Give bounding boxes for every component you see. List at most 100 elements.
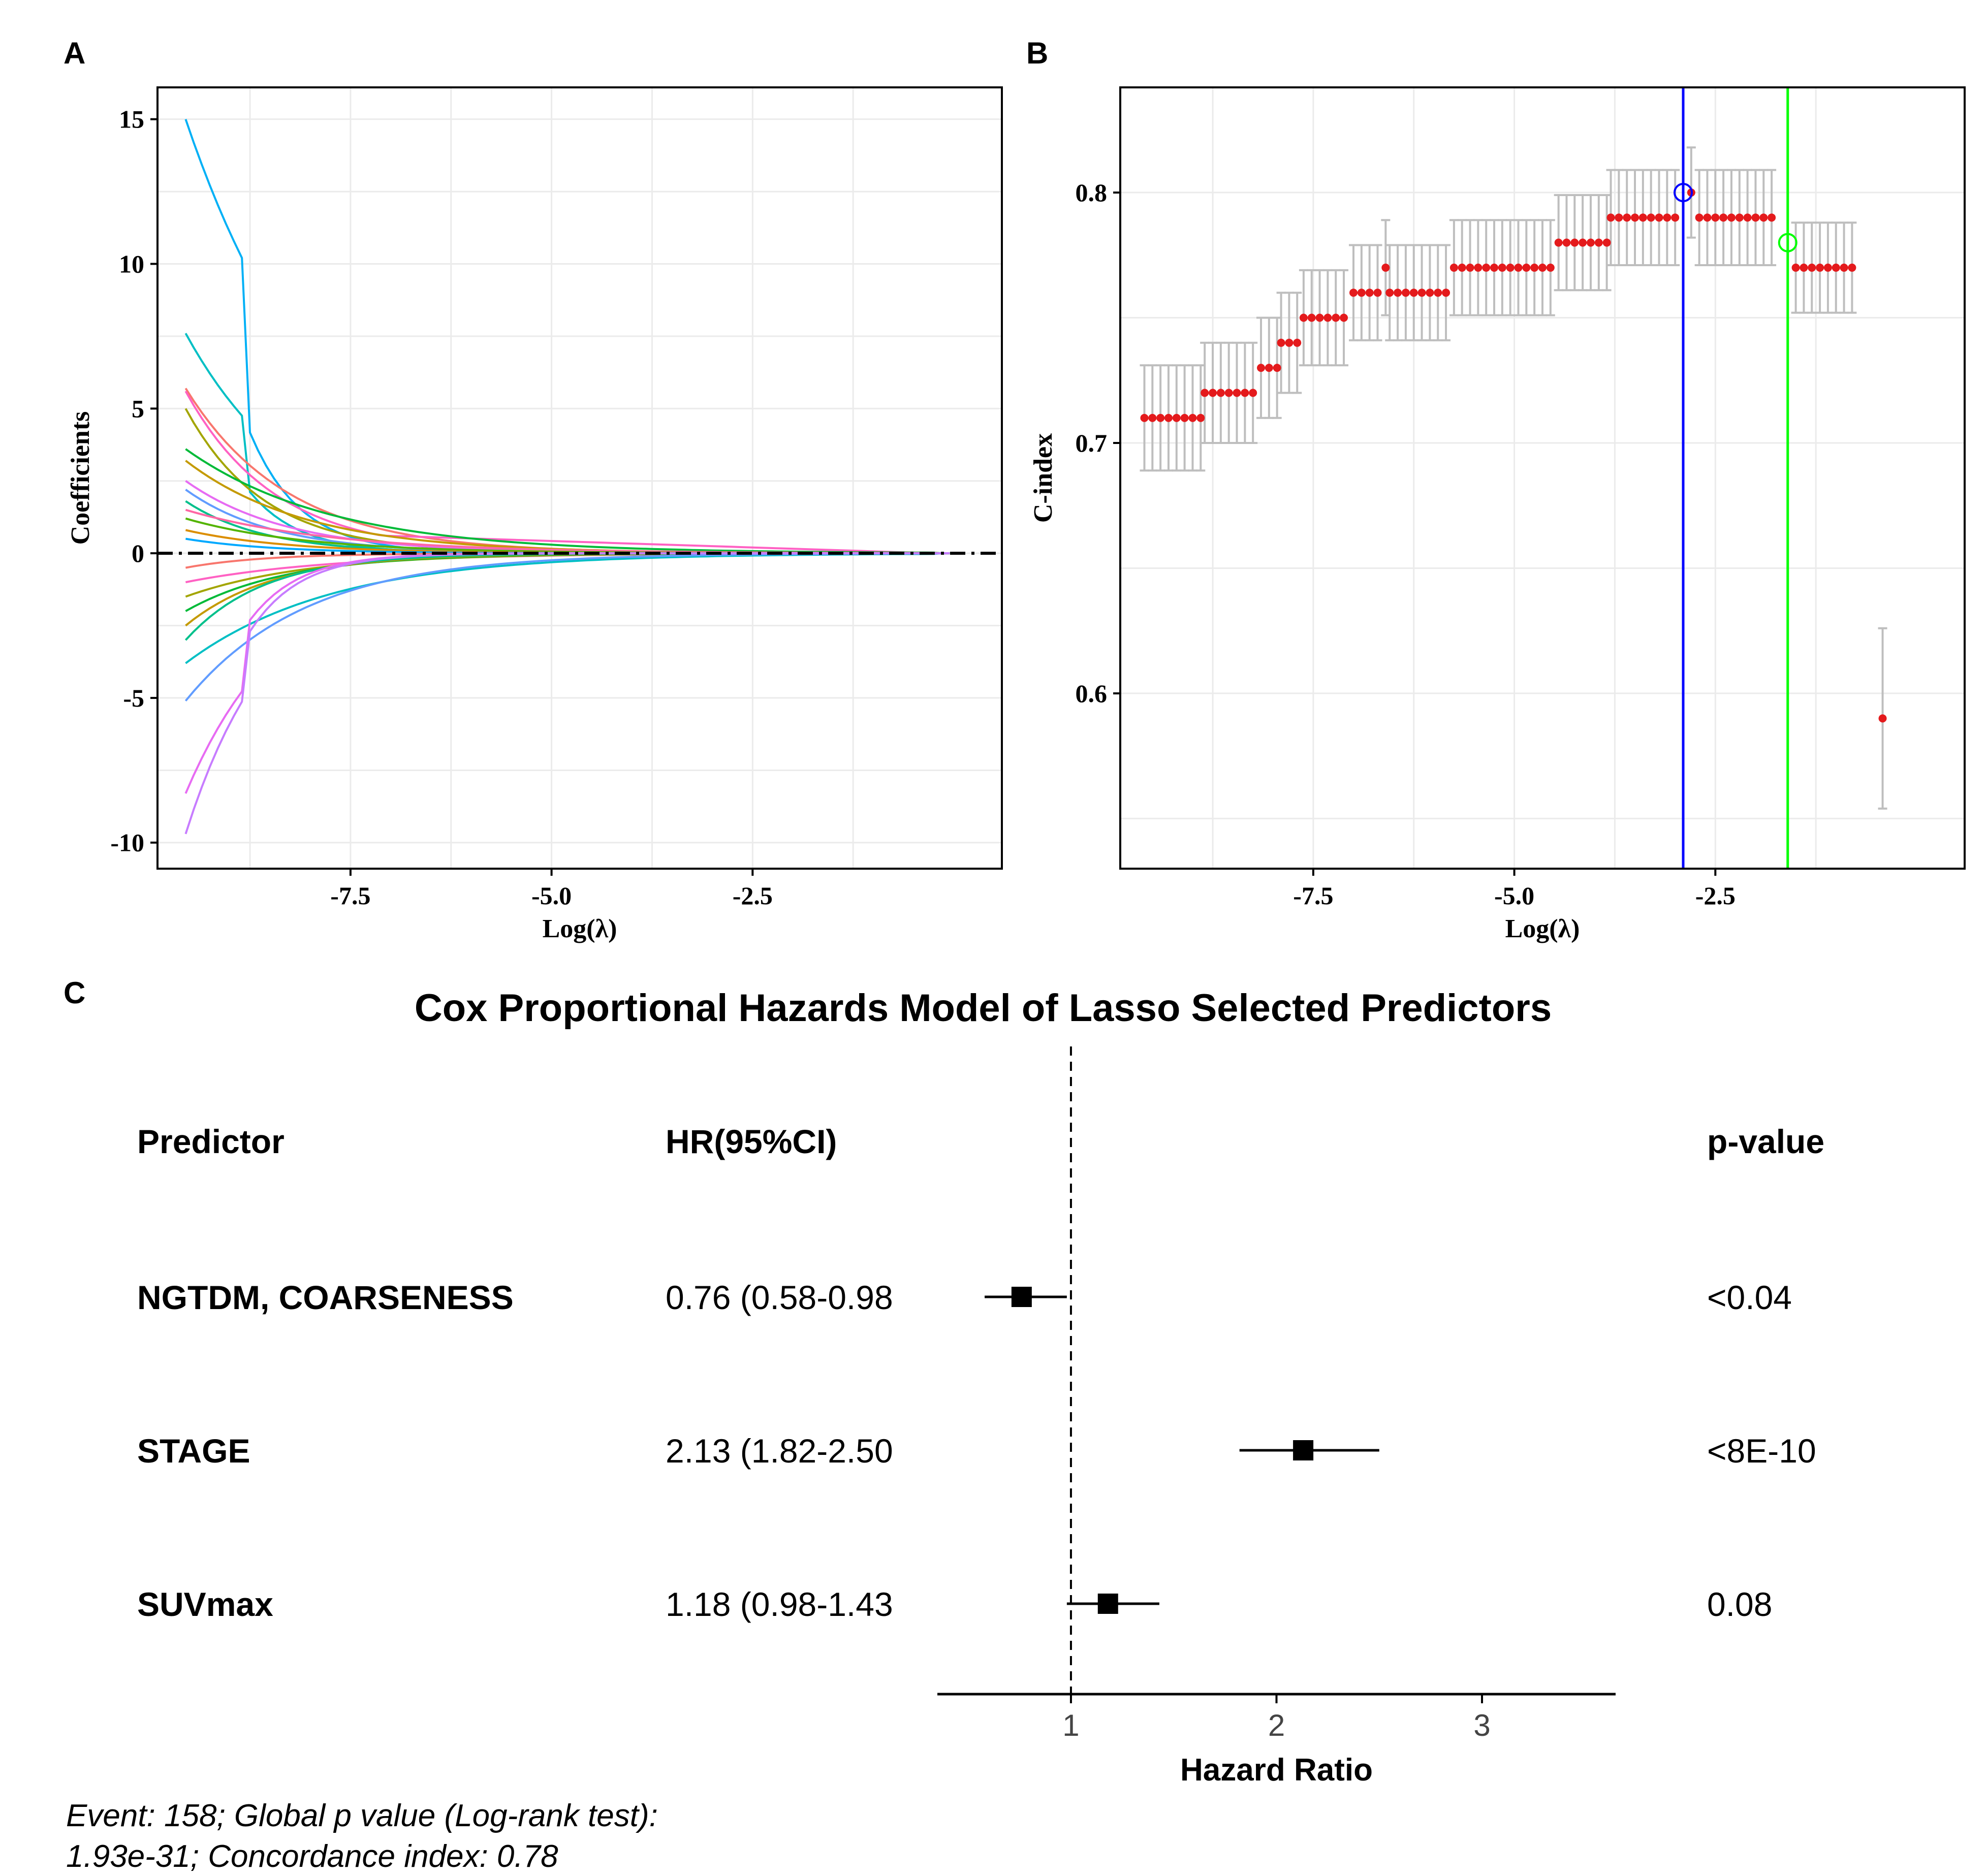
panel-b-point [1878, 714, 1887, 723]
panel-b-point [1277, 338, 1285, 347]
panel-a-grid [157, 87, 1002, 869]
panel-c-forest-plot: Cox Proportional Hazards Model of Lasso … [66, 987, 1824, 1874]
panel-b-point [1201, 389, 1209, 397]
panel-a-y-tick-label: 10 [119, 249, 144, 278]
panel-b-error-bars [1140, 146, 1887, 810]
panel-b-point [1506, 263, 1515, 272]
panel-b-point [1224, 389, 1233, 397]
panel-b-point [1606, 213, 1615, 222]
forest-plot-axis: 1 2 3 [937, 1693, 1616, 1742]
panel-a-coefficient-lines [184, 119, 950, 835]
panel-a-coefficient-path [185, 552, 950, 627]
panel-b-point [1579, 238, 1587, 247]
forest-row-predictor: NGTDM, COARSENESS [137, 1279, 514, 1316]
panel-a-y-tick-label: -10 [110, 829, 144, 857]
panel-a-x-axis-label: Log(λ) [543, 914, 617, 943]
panel-b-point [1273, 364, 1281, 372]
panel-b-y-tick-label: 0.7 [1076, 429, 1108, 457]
panel-b-point [1164, 414, 1173, 422]
panel-b-point [1631, 213, 1639, 222]
panel-b-frame [1119, 86, 1966, 870]
panel-b-point [1663, 213, 1671, 222]
panel-label-b: B [1026, 36, 1048, 70]
panel-a-coefficient-path [184, 391, 950, 555]
panel-b-point [1671, 213, 1680, 222]
panel-b-point [1703, 213, 1712, 222]
panel-a-y-axis-label: Coefficients [66, 411, 95, 545]
panel-b-point [1562, 238, 1571, 247]
panel-b-point [1791, 263, 1800, 272]
forest-row-hr-marker [1011, 1287, 1032, 1307]
panel-b-point [1743, 213, 1752, 222]
forest-row-p-value: <8E-10 [1707, 1432, 1816, 1470]
panel-b-point [1458, 263, 1466, 272]
panel-b-point [1522, 263, 1531, 272]
forest-row-hr-marker [1293, 1440, 1314, 1460]
forest-x-tick-label: 2 [1268, 1708, 1285, 1742]
panel-b-point [1474, 263, 1483, 272]
panel-b-point [1299, 313, 1308, 322]
panel-b-point [1172, 414, 1181, 422]
panel-b-point [1442, 289, 1450, 297]
panel-b-point [1449, 263, 1458, 272]
forest-row-p-value: <0.04 [1707, 1279, 1792, 1316]
panel-b-y-tick-label: 0.6 [1076, 679, 1108, 708]
panel-label-c: C [64, 976, 85, 1010]
panel-a-coefficient-path [185, 448, 950, 555]
panel-b-x-tick-label: -5.0 [1494, 881, 1534, 910]
forest-plot-rows: NGTDM, COARSENESS 0.76 (0.58-0.98 <0.04 STA… [137, 1046, 1816, 1694]
panel-b-point [1426, 289, 1434, 297]
panel-b-point [1832, 263, 1840, 272]
panel-b-x-tick-label: -7.5 [1293, 881, 1333, 910]
forest-x-tick-label: 1 [1062, 1708, 1079, 1742]
footnote-line-1: Event: 158; Global p value (Log-rank tes… [66, 1798, 658, 1833]
panel-b-point [1233, 389, 1241, 397]
forest-row-predictor: STAGE [137, 1432, 250, 1470]
panel-b-point [1823, 263, 1832, 272]
panel-b-point [1751, 213, 1760, 222]
panel-b-point [1180, 414, 1189, 422]
panel-b-point [1257, 364, 1265, 372]
forest-row: STAGE 2.13 (1.82-2.50 <8E-10 [137, 1432, 1816, 1470]
panel-b-point [1357, 289, 1366, 297]
panel-b-point [1156, 414, 1165, 422]
panel-b-point [1727, 213, 1736, 222]
panel-b-y-tick-label: 0.8 [1076, 178, 1108, 207]
panel-b-point [1385, 289, 1394, 297]
panel-b-point [1554, 238, 1563, 247]
column-header-predictor: Predictor [137, 1123, 285, 1160]
footnote-line-2: 1.93e-31; Concordance index: 0.78 [66, 1839, 558, 1874]
forest-row: SUVmax 1.18 (0.98-1.43 0.08 [137, 1585, 1772, 1623]
panel-b-point [1365, 289, 1374, 297]
panel-b-point [1265, 364, 1273, 372]
panel-b-x-axis-label: Log(λ) [1505, 914, 1580, 943]
panel-b-point [1323, 313, 1332, 322]
panel-a-x-tick-label: -5.0 [531, 881, 572, 910]
panel-b-point [1638, 213, 1647, 222]
panel-b-point [1602, 238, 1611, 247]
panel-a-y-tick-label: -5 [123, 684, 144, 712]
column-header-hr: HR(95%CI) [666, 1123, 837, 1160]
panel-a-coefficient-paths: -7.5 -5.0 -2.5 15 10 5 0 -5 -10 Log(λ) Coefficie… [66, 86, 1003, 943]
panel-b-point [1490, 263, 1499, 272]
panel-b-point [1140, 414, 1149, 422]
panel-b-point [1241, 389, 1249, 397]
panel-b-point [1148, 414, 1157, 422]
panel-b-point [1216, 389, 1225, 397]
panel-b-y-axis-label: C-index [1029, 433, 1058, 523]
forest-plot-x-axis-label: Hazard Ratio [1180, 1753, 1373, 1788]
panel-b-grid [1120, 87, 1965, 869]
panel-b-point [1401, 289, 1410, 297]
panel-b-point [1409, 289, 1418, 297]
panel-a-x-tick-label: -7.5 [330, 881, 370, 910]
panel-a-y-tick-label: 5 [132, 394, 144, 423]
panel-b-point [1482, 263, 1491, 272]
panel-b-point [1570, 238, 1579, 247]
panel-b-point [1735, 213, 1744, 222]
panel-b-point [1349, 289, 1358, 297]
panel-b-point [1711, 213, 1720, 222]
panel-b-points [1140, 183, 1887, 723]
panel-a-coefficient-path [184, 552, 950, 835]
panel-b-point [1249, 389, 1257, 397]
